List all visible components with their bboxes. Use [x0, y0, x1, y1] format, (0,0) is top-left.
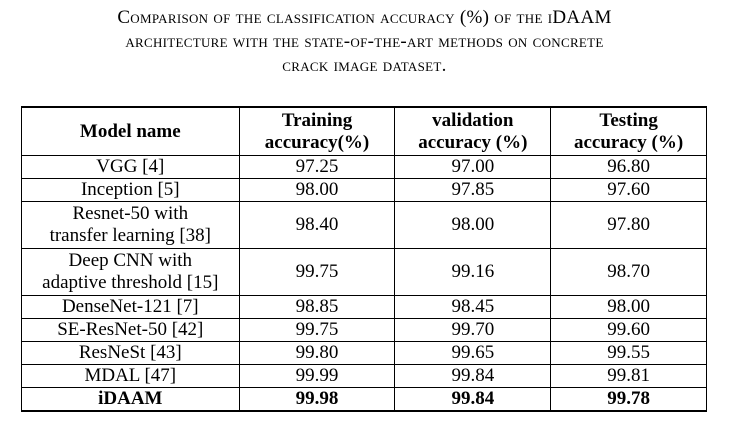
- cell-training: 99.99: [238, 364, 396, 388]
- table-row-deep-cnn: Deep CNN with adaptive threshold [15] 99…: [21, 248, 707, 296]
- cell-validation: 99.70: [394, 318, 552, 342]
- cell-model-line-1: SE-ResNet-50 [42]: [57, 319, 204, 340]
- cell-model-line-1: Resnet-50 with: [72, 203, 189, 224]
- cell-training: 99.80: [238, 341, 396, 365]
- caption-line-1: Comparison of the classification accurac…: [117, 7, 612, 28]
- header-training-accuracy: Training accuracy(%): [238, 106, 396, 156]
- header-validation-accuracy: validation accuracy (%): [394, 106, 552, 156]
- cell-training: 99.98: [238, 387, 396, 412]
- cell-testing: 99.60: [550, 318, 707, 342]
- cell-validation: 97.85: [394, 178, 552, 202]
- cell-model-line-2: transfer learning [38]: [49, 225, 211, 246]
- cell-training: 97.25: [238, 155, 396, 179]
- cell-validation: 99.84: [394, 387, 552, 412]
- cell-validation: 99.16: [394, 248, 552, 296]
- header-model-label: Model name: [79, 120, 181, 142]
- cell-model: Resnet-50 with transfer learning [38]: [21, 201, 240, 249]
- table-row-densenet121: DenseNet-121 [7] 98.85 98.45 98.00: [21, 295, 707, 319]
- cell-model-line-1: Deep CNN with: [68, 250, 193, 271]
- table-row-vgg: VGG [4] 97.25 97.00 96.80: [21, 155, 707, 179]
- header-model-name: Model name: [21, 106, 240, 156]
- cell-model-line-1: ResNeSt [43]: [78, 342, 182, 363]
- header-validation-line-2: accuracy (%): [418, 131, 528, 153]
- cell-model-line-2: adaptive threshold [15]: [42, 272, 219, 293]
- cell-training: 98.40: [238, 201, 396, 249]
- header-testing-line-1: Testing: [599, 109, 658, 131]
- table-row-resnet50: Resnet-50 with transfer learning [38] 98…: [21, 201, 707, 249]
- header-row: Model name Training accuracy(%) validati…: [21, 106, 707, 156]
- table-row-resnest: ResNeSt [43] 99.80 99.65 99.55: [21, 341, 707, 365]
- cell-validation: 97.00: [394, 155, 552, 179]
- cell-model-line-1: iDAAM: [98, 388, 163, 409]
- cell-model: Inception [5]: [21, 178, 240, 202]
- cell-testing: 99.55: [550, 341, 707, 365]
- cell-training: 98.00: [238, 178, 396, 202]
- cell-model: iDAAM: [21, 387, 240, 412]
- cell-model: SE-ResNet-50 [42]: [21, 318, 240, 342]
- cell-training: 99.75: [238, 248, 396, 296]
- table-caption: Comparison of the classification accurac…: [0, 6, 729, 78]
- table-row-se-resnet50: SE-ResNet-50 [42] 99.75 99.70 99.60: [21, 318, 707, 342]
- accuracy-comparison-table: Model name Training accuracy(%) validati…: [21, 106, 707, 412]
- cell-model: DenseNet-121 [7]: [21, 295, 240, 319]
- cell-model-line-1: DenseNet-121 [7]: [61, 296, 199, 317]
- cell-model: VGG [4]: [21, 155, 240, 179]
- cell-training: 99.75: [238, 318, 396, 342]
- table-row-inception: Inception [5] 98.00 97.85 97.60: [21, 178, 707, 202]
- cell-testing: 99.78: [550, 387, 707, 412]
- table-row-idaam: iDAAM 99.98 99.84 99.78: [21, 387, 707, 412]
- cell-validation: 99.84: [394, 364, 552, 388]
- cell-testing: 96.80: [550, 155, 707, 179]
- cell-validation: 98.00: [394, 201, 552, 249]
- cell-training: 98.85: [238, 295, 396, 319]
- cell-testing: 98.70: [550, 248, 707, 296]
- cell-testing: 98.00: [550, 295, 707, 319]
- cell-testing: 99.81: [550, 364, 707, 388]
- cell-model: MDAL [47]: [21, 364, 240, 388]
- cell-model-line-1: Inception [5]: [80, 179, 180, 200]
- header-training-line-1: Training: [281, 109, 353, 131]
- cell-model: Deep CNN with adaptive threshold [15]: [21, 248, 240, 296]
- cell-validation: 99.65: [394, 341, 552, 365]
- cell-model: ResNeSt [43]: [21, 341, 240, 365]
- cell-testing: 97.80: [550, 201, 707, 249]
- header-testing-accuracy: Testing accuracy (%): [550, 106, 707, 156]
- caption-line-3: crack image dataset.: [282, 55, 447, 76]
- header-validation-line-1: validation: [432, 109, 514, 131]
- cell-model-line-1: MDAL [47]: [84, 365, 177, 386]
- caption-line-2: architecture with the state-of-the-art m…: [125, 31, 604, 52]
- header-testing-line-2: accuracy (%): [574, 131, 684, 153]
- cell-validation: 98.45: [394, 295, 552, 319]
- cell-testing: 97.60: [550, 178, 707, 202]
- header-training-line-2: accuracy(%): [264, 131, 370, 153]
- cell-model-line-1: VGG [4]: [96, 156, 165, 177]
- table-row-mdal: MDAL [47] 99.99 99.84 99.81: [21, 364, 707, 388]
